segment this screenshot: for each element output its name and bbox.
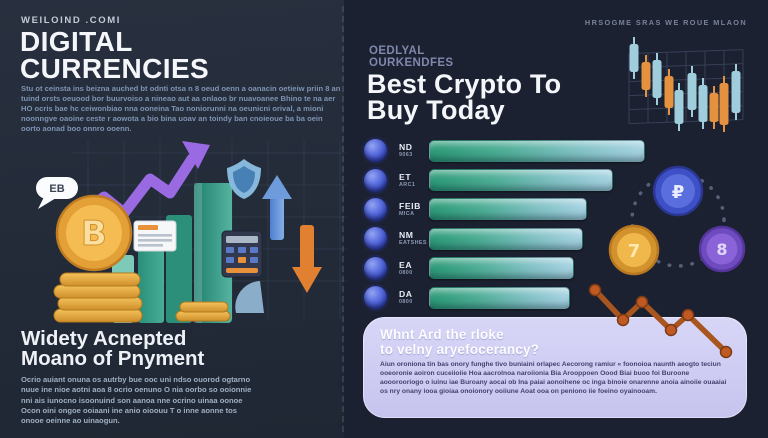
crypto-label: NM bbox=[399, 230, 414, 241]
calculator-icon bbox=[221, 230, 263, 278]
crypto-row: FEIB MICA bbox=[364, 195, 654, 224]
crypto-row: EA 0800 bbox=[364, 254, 654, 283]
crypto-bar bbox=[429, 139, 645, 162]
header-note: HRSOGME SRAS WE ROUE MLAON bbox=[584, 18, 747, 27]
crypto-label: DA bbox=[399, 289, 413, 300]
section-paragraph: Ocrio auiant onuna os autrby bue ooc uni… bbox=[21, 375, 252, 425]
page-title-line1: DIGITAL bbox=[20, 26, 133, 57]
section-title-line1: Widety Acnepted bbox=[21, 327, 187, 350]
crypto-sublabel: EATSHES bbox=[399, 240, 427, 247]
crypto-coin-icon bbox=[364, 197, 387, 221]
zigzag-group bbox=[588, 283, 733, 359]
crypto-coin-icon bbox=[364, 286, 387, 310]
crypto-coin-icon bbox=[364, 139, 387, 163]
crypto-label: ET bbox=[399, 171, 412, 182]
purple-coin-icon: 8 bbox=[698, 225, 746, 273]
orange-down-arrow-icon bbox=[292, 225, 322, 293]
crypto-row: ET ARC1 bbox=[364, 165, 654, 194]
speech-bubble-label: EB bbox=[49, 183, 64, 195]
crypto-sublabel: 9063 bbox=[399, 152, 413, 159]
question-title-line1: Whnt Ard the rloke bbox=[380, 327, 504, 342]
coin-stack bbox=[53, 272, 231, 323]
crypto-bar bbox=[429, 198, 588, 221]
question-title: Whnt Ard the rloke to velny aryefoceranc… bbox=[380, 327, 727, 357]
kicker-text: OEDLYAL OURKENDFES bbox=[369, 45, 454, 70]
crypto-coin-icon bbox=[364, 168, 387, 192]
crypto-row: NM EATSHES bbox=[364, 224, 654, 253]
crypto-coin-icon bbox=[364, 256, 387, 280]
svg-text:7: 7 bbox=[628, 241, 641, 262]
candles-group bbox=[629, 37, 741, 132]
declining-line-chart bbox=[588, 283, 733, 359]
crypto-bar bbox=[429, 227, 583, 250]
crypto-row: ND 9063 bbox=[364, 136, 654, 165]
svg-text:8: 8 bbox=[716, 240, 727, 259]
right-title: Best Crypto To Buy Today bbox=[367, 69, 562, 125]
panel-divider bbox=[342, 6, 344, 432]
coin-cluster: ₽ 7 8 bbox=[608, 165, 746, 276]
page-title: DIGITAL CURRENCIES bbox=[20, 26, 210, 84]
right-title-line2: Buy Today bbox=[367, 94, 505, 125]
crypto-sublabel: 0800 bbox=[399, 269, 413, 276]
speech-bubble: EB bbox=[36, 177, 78, 209]
crypto-bar-list: ND 9063 ET ARC1 FEIB MICA NM E bbox=[364, 136, 654, 312]
crypto-bar bbox=[429, 169, 613, 192]
question-body: Aiun oroniona tin bas onory funghe tivo … bbox=[380, 361, 727, 395]
crypto-bar bbox=[429, 257, 575, 280]
svg-text:B: B bbox=[81, 214, 107, 254]
crypto-coin-icon bbox=[364, 227, 387, 251]
crypto-label: ND bbox=[399, 142, 413, 153]
kicker-line2: OURKENDFES bbox=[369, 57, 454, 70]
candlestick-chart bbox=[628, 37, 744, 132]
blue-up-arrow-icon bbox=[262, 175, 292, 240]
svg-text:₽: ₽ bbox=[672, 182, 685, 203]
right-title-line1: Best Crypto To bbox=[367, 69, 562, 99]
shield-icon bbox=[227, 159, 261, 199]
left-panel: WEILOIND .COMI DIGITAL CURRENCIES Stu ot… bbox=[0, 0, 348, 438]
question-title-line2: to velny aryefocerancy? bbox=[380, 341, 540, 357]
dotted-circle bbox=[630, 172, 726, 268]
intro-paragraph: Stu ot ceinsta ins beizna auched bt odnt… bbox=[21, 84, 341, 134]
crypto-row: DA 0800 bbox=[364, 283, 654, 312]
brand-text: WEILOIND .COMI bbox=[21, 15, 121, 26]
crypto-label: EA bbox=[399, 259, 413, 270]
crypto-sublabel: 0800 bbox=[399, 299, 413, 306]
kicker-line1: OEDLYAL bbox=[369, 45, 425, 57]
fan-decoration bbox=[235, 281, 264, 313]
page-title-line2: CURRENCIES bbox=[20, 52, 210, 84]
crypto-bar bbox=[429, 286, 571, 309]
question-box: Whnt Ard the rloke to velny aryefoceranc… bbox=[363, 317, 747, 418]
blue-coin-icon: ₽ bbox=[652, 165, 704, 217]
section-title: Widety Acnepted Moano of Pnyment bbox=[21, 327, 205, 370]
bitcoin-coin-icon: B bbox=[55, 194, 133, 272]
crypto-growth-illustration: B EB bbox=[36, 141, 348, 323]
section-title-line2: Moano of Pnyment bbox=[21, 346, 205, 370]
document-card-icon bbox=[133, 220, 177, 252]
gold-coin-icon: 7 bbox=[608, 224, 660, 276]
crypto-sublabel: ARC1 bbox=[399, 181, 416, 188]
crypto-label: FEIB bbox=[399, 200, 421, 211]
crypto-sublabel: MICA bbox=[399, 210, 415, 217]
